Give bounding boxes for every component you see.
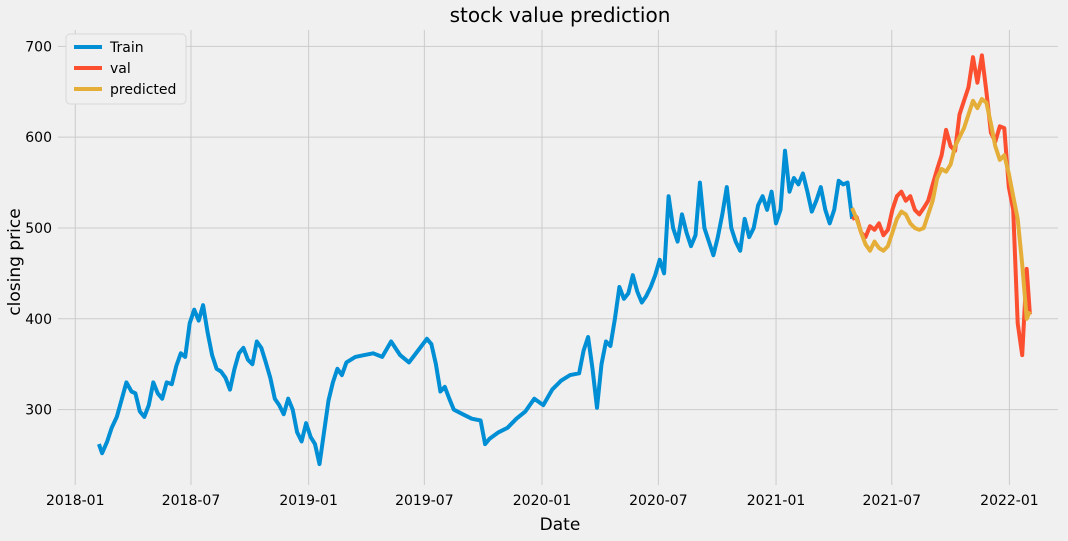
legend-label-train: Train [109, 40, 144, 56]
x-tick-label: 2019-07 [395, 493, 454, 509]
series-lines [97, 53, 1032, 467]
x-tick-label: 2021-07 [863, 493, 922, 509]
y-tick-label: 500 [25, 221, 52, 237]
legend-label-val: val [110, 61, 131, 77]
x-axis-label: Date [540, 515, 581, 535]
y-tick-labels: 300 400 500 600 700 [25, 39, 52, 418]
series-line-predicted [850, 97, 1032, 321]
x-tick-label: 2018-01 [46, 493, 105, 509]
y-axis-label: closing price [5, 208, 25, 315]
x-tick-labels: 2018-01 2018-07 2019-01 2019-07 2020-01 2020-… [46, 493, 1039, 509]
y-tick-label: 700 [25, 39, 52, 55]
y-tick-label: 400 [25, 312, 52, 328]
x-tick-label: 2020-07 [629, 493, 688, 509]
legend-label-predicted: predicted [110, 82, 176, 98]
x-tick-label: 2021-01 [747, 493, 806, 509]
y-tick-label: 300 [25, 403, 52, 419]
chart-title: stock value prediction [450, 3, 671, 27]
legend-frame [65, 33, 187, 105]
x-tick-label: 2019-01 [279, 493, 338, 509]
legend: Train val predicted [65, 33, 187, 105]
grid [58, 30, 1058, 485]
x-tick-label: 2020-01 [513, 493, 572, 509]
series-line-train [97, 148, 855, 467]
x-tick-label: 2022-01 [980, 493, 1039, 509]
series-line-val [851, 53, 1032, 358]
x-tick-label: 2018-07 [162, 493, 221, 509]
y-tick-label: 600 [25, 130, 52, 146]
